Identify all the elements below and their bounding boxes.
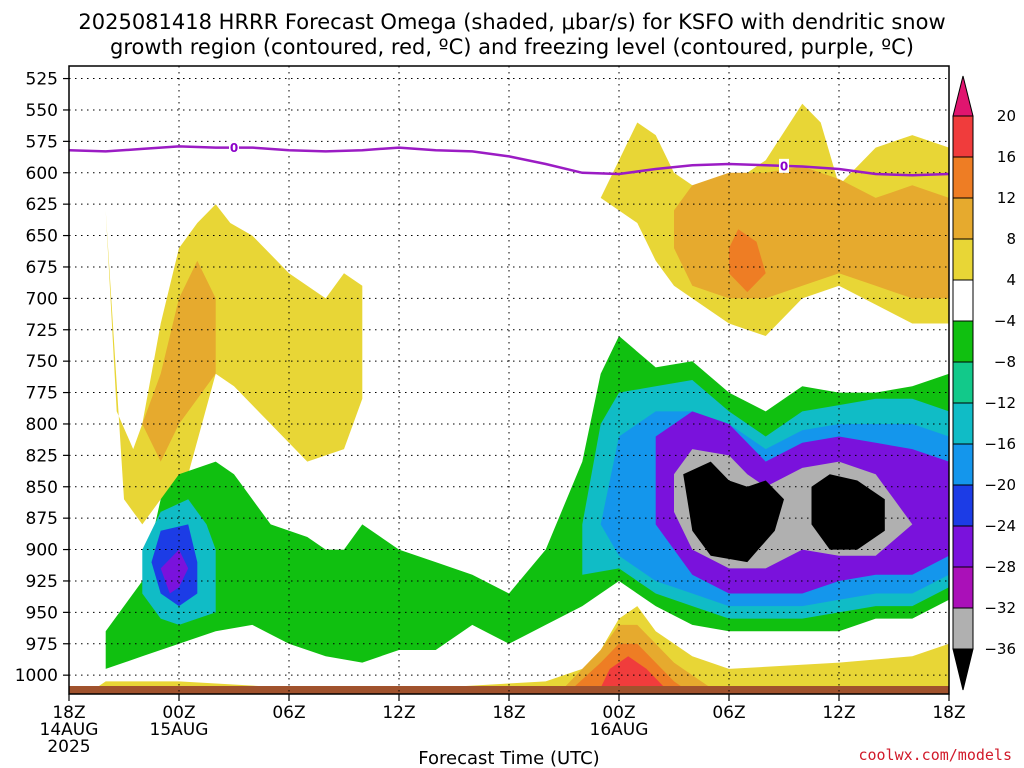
- colorbar-label: −8: [994, 353, 1016, 371]
- colorbar-swatch: [952, 525, 974, 568]
- y-tick-label: 550: [26, 101, 58, 121]
- omega-region-4: [729, 229, 766, 293]
- y-tick-label: 650: [26, 227, 58, 247]
- freezing-label-bg: [229, 140, 239, 155]
- chart-title-line1: 2025081418 HRRR Forecast Omega (shaded, …: [78, 10, 945, 34]
- y-tick-label: 575: [26, 132, 58, 152]
- y-tick-label: 1000: [15, 666, 58, 686]
- colorbar-swatch: [952, 320, 974, 363]
- y-tick-label: 525: [26, 70, 58, 90]
- colorbar-label: 20: [997, 107, 1016, 125]
- y-tick-label: 625: [26, 195, 58, 215]
- omega-region-0: [105, 204, 363, 525]
- colorbar-swatch: [952, 402, 974, 445]
- axis-ticks: [63, 77, 950, 701]
- colorbar-swatch: [952, 484, 974, 527]
- y-tick-label: 925: [26, 572, 58, 592]
- colorbar-label: 12: [997, 189, 1016, 207]
- colorbar-swatch: [952, 197, 974, 240]
- y-tick-label: 700: [26, 289, 58, 309]
- colorbar-swatch: [952, 607, 974, 650]
- x-tick-label: 06Z: [272, 703, 305, 723]
- plot-area: 00: [63, 65, 950, 701]
- colorbar-swatch: [952, 361, 974, 404]
- colorbar-label: −16: [984, 435, 1016, 453]
- x-tick-label: 06Z: [712, 703, 745, 723]
- colorbar-label: −32: [984, 599, 1016, 617]
- x-tick-label: 2025: [47, 737, 90, 757]
- y-tick-label: 850: [26, 478, 58, 498]
- x-tick-label: 15AUG: [150, 720, 209, 740]
- y-tick-label: 675: [26, 258, 58, 278]
- x-tick-label: 18Z: [492, 703, 525, 723]
- y-tick-label: 900: [26, 541, 58, 561]
- freezing-level-label: 0: [780, 159, 788, 173]
- y-tick-label: 950: [26, 603, 58, 623]
- x-tick-label: 12Z: [822, 703, 855, 723]
- x-axis-title: Forecast Time (UTC): [418, 748, 599, 768]
- y-tick-label: 825: [26, 446, 58, 466]
- colorbar-label: 4: [1006, 271, 1016, 289]
- y-tick-label: 875: [26, 509, 58, 529]
- colorbar-swatch: [952, 566, 974, 609]
- y-tick-label: 725: [26, 321, 58, 341]
- omega-region-14: [811, 474, 885, 550]
- colorbar: 20 16 12 8 4 −4 −8 −12 −16 −20 −24 −28 −32 −36: [952, 75, 1016, 691]
- colorbar-swatch: [952, 115, 974, 158]
- y-tick-label: 600: [26, 164, 58, 184]
- colorbar-swatch: [952, 279, 974, 322]
- omega-region-13: [683, 461, 784, 563]
- x-tick-label: 16AUG: [590, 720, 649, 740]
- colorbar-swatch: [952, 156, 974, 199]
- colorbar-bottom-arrow: [952, 648, 974, 691]
- grid-lines: [69, 66, 949, 694]
- x-tick-label: 18Z: [52, 703, 85, 723]
- x-tick-label: 00Z: [162, 703, 195, 723]
- y-tick-label: 975: [26, 635, 58, 655]
- colorbar-label: −20: [984, 476, 1016, 494]
- colorbar-label: −24: [984, 517, 1016, 535]
- colorbar-swatch: [952, 443, 974, 486]
- y-tick-label: 775: [26, 384, 58, 404]
- colorbar-label: 16: [997, 148, 1016, 166]
- x-tick-label: 00Z: [602, 703, 635, 723]
- colorbar-label: −4: [994, 312, 1016, 330]
- freezing-level-labels: 00: [229, 140, 789, 173]
- freezing-level-line: [68, 145, 950, 177]
- omega-region-8: [160, 549, 189, 594]
- x-tick-label: 18Z: [932, 703, 965, 723]
- omega-region-15: [87, 606, 950, 694]
- omega-shaded-regions: [87, 103, 950, 694]
- colorbar-swatch: [952, 238, 974, 281]
- chart-title-line2: growth region (contoured, red, ºC) and f…: [110, 35, 914, 59]
- colorbar-label: −12: [984, 394, 1016, 412]
- freezing-label-bg: [779, 158, 789, 173]
- colorbar-label: 8: [1006, 230, 1016, 248]
- credit-text: coolwx.com/models: [858, 746, 1012, 764]
- colorbar-top-arrow: [952, 75, 974, 117]
- y-tick-label: 800: [26, 415, 58, 435]
- omega-region-18: [600, 656, 665, 688]
- x-tick-label: 14AUG: [40, 720, 99, 740]
- y-tick-label: 750: [26, 352, 58, 372]
- colorbar-label: −28: [984, 558, 1016, 576]
- freezing-level-label: 0: [230, 141, 238, 155]
- y-axis-labels: 525 550 575 600 625 650 675 700 725 750 775 800 825 8…: [15, 70, 58, 687]
- x-tick-label: 12Z: [382, 703, 415, 723]
- colorbar-label: −36: [984, 640, 1016, 658]
